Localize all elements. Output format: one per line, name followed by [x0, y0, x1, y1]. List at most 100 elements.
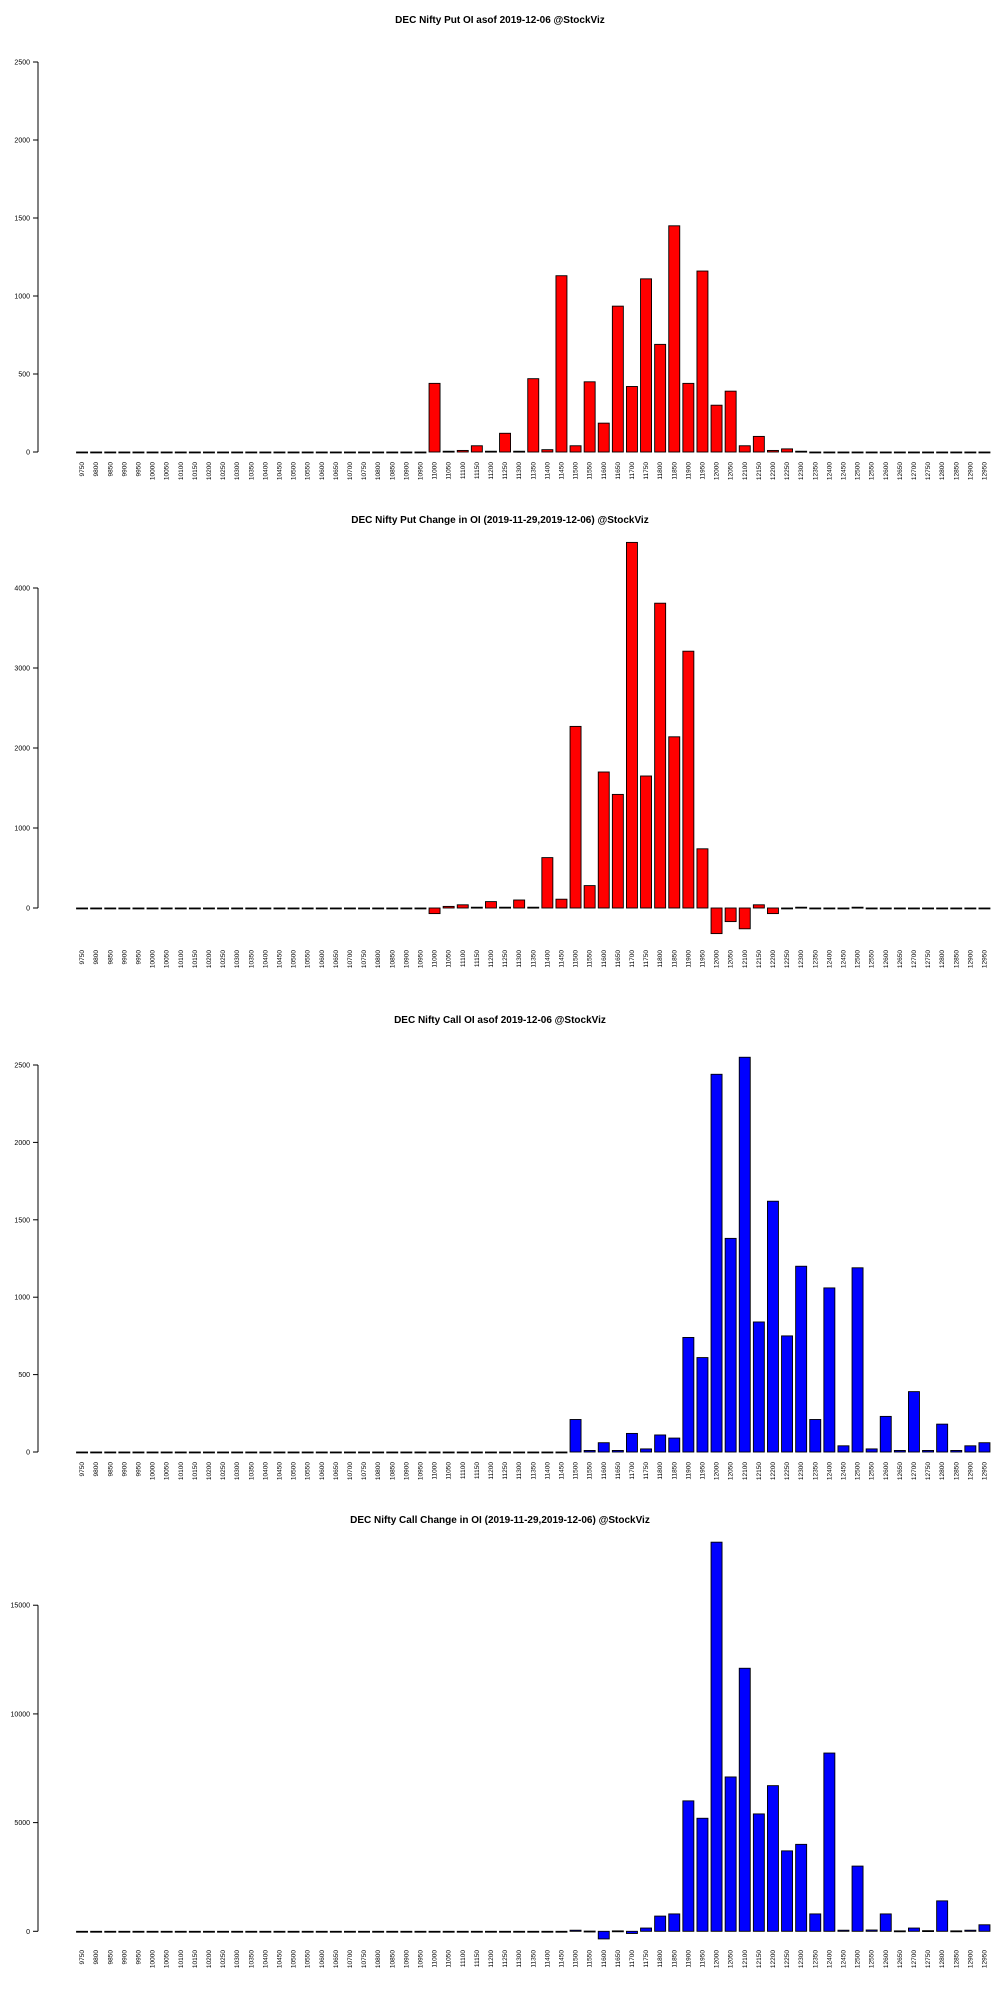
x-tick-label: 12150: [756, 462, 763, 480]
bar-12750: [922, 1450, 934, 1453]
bar-10100: [174, 451, 187, 454]
bar-12400: [823, 451, 836, 454]
x-tick-label: 12500: [855, 1950, 862, 1968]
x-tick-label: 12850: [953, 950, 960, 968]
bar-11650: [611, 793, 624, 909]
bar-11150: [470, 1930, 483, 1933]
x-tick-label: 11600: [601, 950, 608, 968]
bar-11450: [555, 275, 568, 453]
x-tick-label: 12000: [714, 1950, 721, 1968]
chart-panel-1: DEC Nifty Put OI asof 2019-12-06 @StockV…: [0, 0, 1000, 500]
bar-12850: [950, 451, 963, 454]
bar-10200: [202, 1451, 215, 1454]
bar-11000: [428, 1930, 441, 1933]
x-tick-label: 11950: [699, 1462, 706, 1480]
bar-10200: [202, 451, 215, 454]
x-tick-label: 12300: [798, 950, 805, 968]
x-tick-label: 12800: [939, 1950, 946, 1968]
bar-12800: [936, 1900, 949, 1932]
x-tick-label: 11250: [502, 1462, 509, 1480]
bar-12100: [738, 445, 751, 453]
bar-10550: [301, 1930, 314, 1933]
bar-10550: [301, 907, 314, 910]
bar-10050: [160, 907, 173, 910]
x-tick-label: 10950: [417, 1462, 424, 1480]
x-tick-label: 12000: [714, 1462, 721, 1480]
x-tick-label: 10200: [206, 950, 213, 968]
bar-11900: [682, 650, 695, 909]
bar-10050: [160, 1451, 173, 1454]
x-tick-label: 12100: [742, 1462, 749, 1480]
bar-12700: [908, 1927, 920, 1932]
x-tick-label: 12200: [770, 462, 777, 480]
bar-12750: [922, 907, 934, 910]
bar-11100: [456, 1930, 469, 1933]
x-tick-label: 10700: [347, 1950, 354, 1968]
bar-12850: [950, 1450, 963, 1453]
x-tick-label: 9900: [121, 1462, 128, 1477]
bar-12150: [752, 904, 765, 909]
x-tick-label: 11000: [432, 462, 439, 480]
y-tick-label: 500: [18, 1372, 30, 1379]
bar-9850: [104, 451, 117, 454]
bar-10450: [273, 1451, 286, 1454]
bar-9800: [90, 907, 103, 910]
x-tick-label: 9800: [93, 1462, 100, 1477]
bar-10700: [344, 1930, 356, 1933]
x-tick-label: 10750: [361, 462, 368, 480]
bar-11250: [499, 1451, 511, 1454]
bar-11300: [513, 899, 526, 909]
bar-12800: [936, 451, 949, 454]
bar-9950: [132, 907, 145, 910]
bar-10500: [287, 907, 300, 910]
bar-11500: [569, 1929, 582, 1932]
bar-12350: [809, 451, 822, 454]
x-tick-label: 11350: [530, 1950, 537, 1968]
y-tick-label: 10000: [11, 1711, 31, 1718]
chart-panel-4: DEC Nifty Call Change in OI (2019-11-29,…: [0, 1500, 1000, 2000]
x-tick-label: 9950: [135, 1950, 142, 1965]
bar-11200: [485, 450, 497, 453]
x-tick-label: 10100: [178, 1950, 185, 1968]
x-tick-label: 11800: [657, 1950, 664, 1968]
x-tick-label: 11400: [544, 1950, 551, 1968]
x-tick-label: 12500: [855, 950, 862, 968]
x-tick-label: 12900: [967, 1462, 974, 1480]
x-tick-label: 10000: [150, 950, 157, 968]
bar-10800: [372, 1451, 385, 1454]
x-tick-label: 10200: [206, 1950, 213, 1968]
x-tick-label: 11350: [530, 1462, 537, 1480]
x-tick-label: 9900: [121, 462, 128, 477]
bar-11650: [611, 1450, 624, 1453]
x-tick-label: 11950: [699, 462, 706, 480]
x-tick-label: 10400: [262, 462, 269, 480]
bar-11950: [696, 848, 709, 909]
x-tick-label: 12650: [897, 1950, 904, 1968]
bar-10100: [174, 907, 187, 910]
bar-9750: [76, 1451, 89, 1454]
x-tick-label: 11700: [629, 462, 636, 480]
bar-11400: [541, 1930, 554, 1933]
chart-svg-2: DEC Nifty Put Change in OI (2019-11-29,2…: [14, 515, 991, 968]
x-tick-label: 11300: [516, 1462, 523, 1480]
bar-12950: [978, 907, 991, 910]
bar-11000: [428, 1451, 441, 1454]
x-tick-label: 9850: [107, 950, 114, 965]
x-tick-label: 11850: [671, 1462, 678, 1480]
x-tick-label: 12300: [798, 1950, 805, 1968]
x-tick-label: 11950: [699, 950, 706, 968]
x-tick-label: 12250: [784, 462, 791, 480]
x-tick-label: 10300: [234, 1950, 241, 1968]
x-tick-label: 10900: [403, 950, 410, 968]
bar-12250: [781, 1335, 793, 1453]
bar-10450: [273, 907, 286, 910]
bar-12450: [837, 1445, 850, 1453]
x-tick-label: 10650: [333, 1462, 340, 1480]
bar-10350: [245, 1451, 258, 1454]
x-tick-label: 12750: [925, 1462, 932, 1480]
bar-12250: [781, 448, 793, 453]
x-tick-label: 11700: [629, 1462, 636, 1480]
x-tick-label: 10200: [206, 1462, 213, 1480]
bar-11900: [682, 382, 695, 453]
x-tick-label: 11050: [446, 462, 453, 480]
